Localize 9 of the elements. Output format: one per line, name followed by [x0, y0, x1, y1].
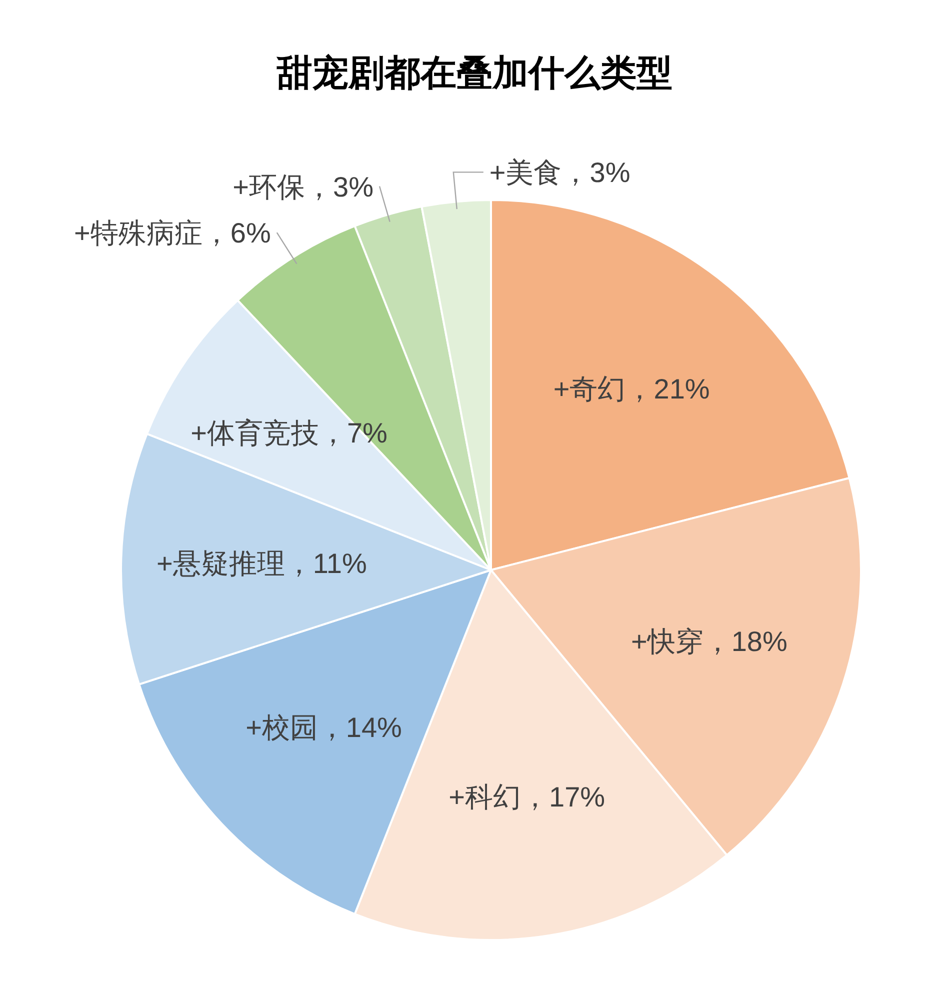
slice-label: +快穿，18%	[630, 626, 788, 657]
slice-label: +科幻，17%	[448, 782, 606, 813]
slice-label: +环保，3%	[232, 171, 374, 202]
slice-label: +美食，3%	[489, 157, 630, 188]
slice-label: +奇幻，21%	[553, 374, 710, 405]
slice-label: +悬疑推理，11%	[156, 548, 367, 579]
slice-label: +校园，14%	[246, 712, 402, 744]
slice-label: +特殊病症，6%	[74, 218, 271, 249]
chart-title: 甜宠剧都在叠加什么类型	[276, 52, 672, 93]
